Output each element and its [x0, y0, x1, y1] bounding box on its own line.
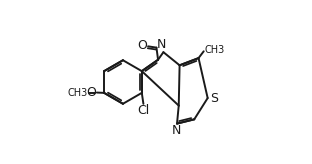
- Text: Cl: Cl: [138, 104, 150, 117]
- Text: O: O: [137, 39, 147, 51]
- Text: O: O: [86, 86, 96, 99]
- Text: N: N: [172, 124, 181, 137]
- Text: CH3: CH3: [205, 45, 225, 55]
- Text: S: S: [211, 92, 219, 105]
- Text: CH3: CH3: [67, 88, 87, 98]
- Text: N: N: [157, 38, 167, 51]
